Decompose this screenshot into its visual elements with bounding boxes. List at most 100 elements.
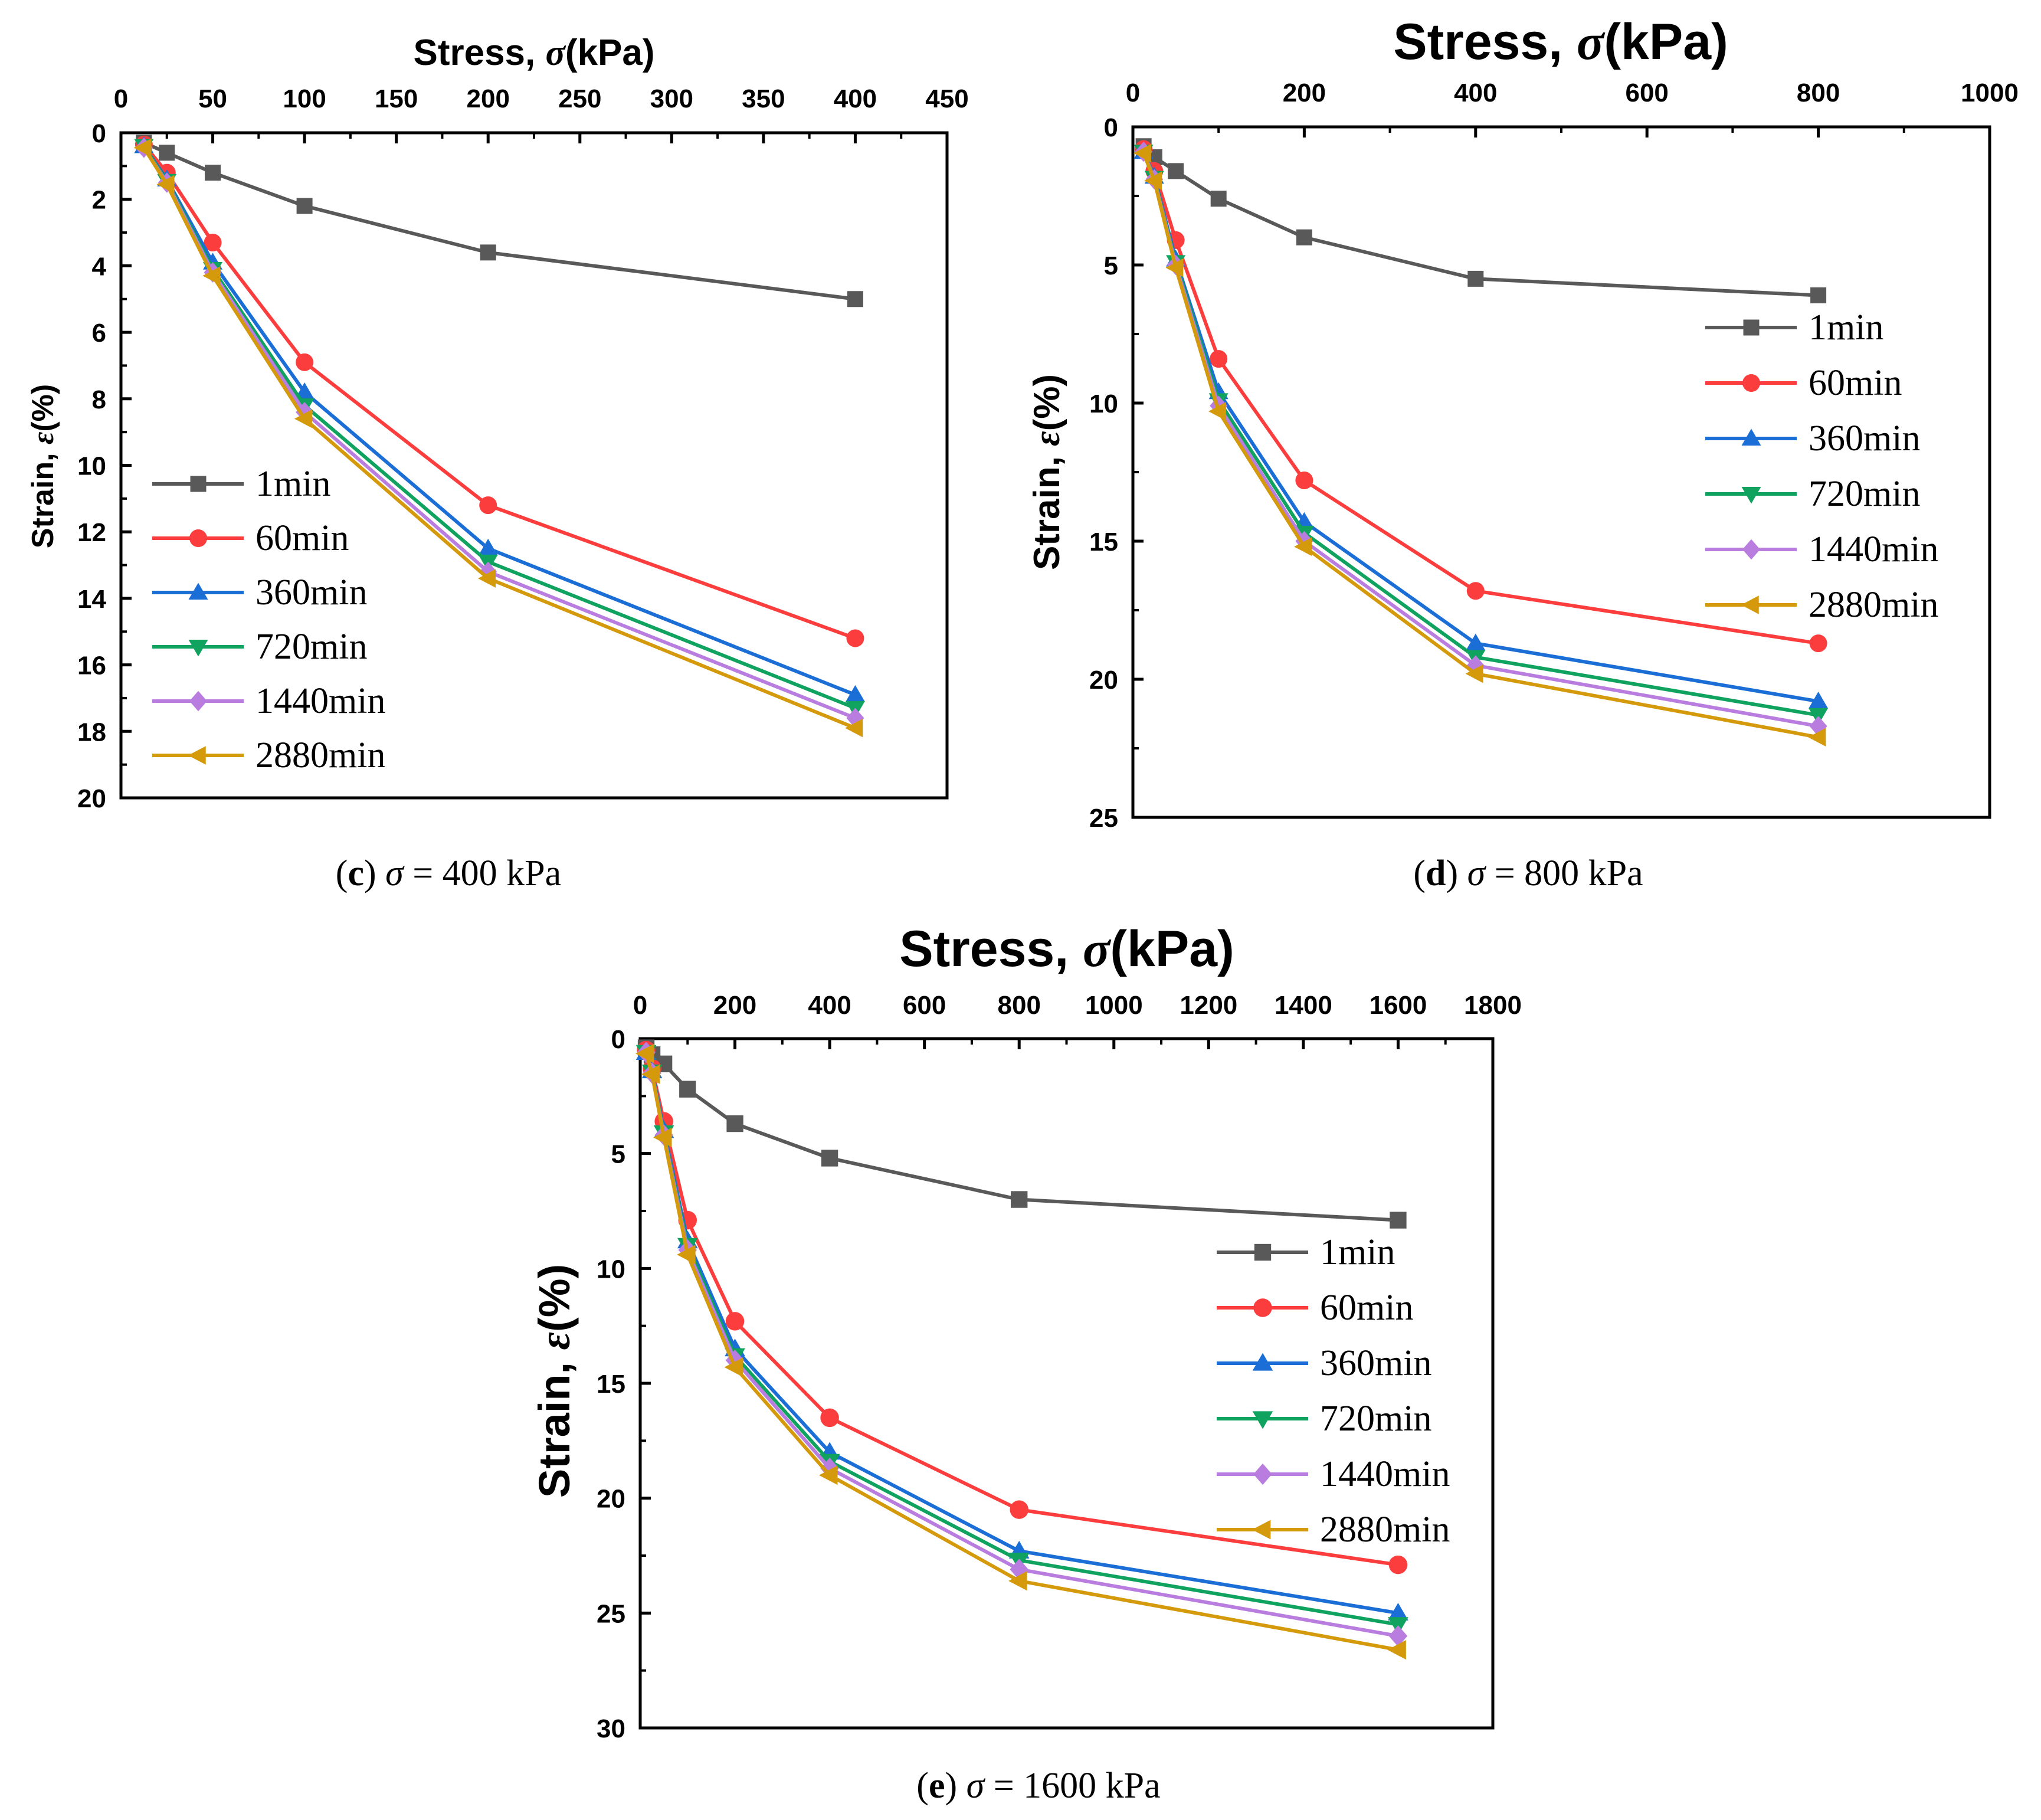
caption-letter: ) xyxy=(364,853,376,893)
chart-panel-3: 0 200 400 600 800 1000 1200 1400 1600 1800 0 5 10 15 2… xyxy=(530,921,1522,1806)
legend-item: 60min xyxy=(152,518,349,558)
legend-marker xyxy=(1742,374,1760,392)
data-point xyxy=(641,1064,660,1084)
data-point xyxy=(202,266,221,286)
data-point xyxy=(1388,1625,1408,1647)
data-point xyxy=(1466,633,1486,651)
data-point xyxy=(478,538,498,556)
x-tick-label: 200 xyxy=(713,991,756,1020)
label-text: Strain, xyxy=(26,444,60,548)
caption-letter: ( xyxy=(916,1766,929,1806)
data-point xyxy=(1808,728,1826,747)
legend-marker xyxy=(188,640,208,657)
legend-label: 1440min xyxy=(1809,529,1938,569)
data-point xyxy=(133,138,152,158)
data-point xyxy=(1295,472,1313,490)
data-point xyxy=(1467,270,1484,287)
series-360min xyxy=(134,136,865,702)
x-tick-label: 1000 xyxy=(1961,78,2019,107)
caption-letter: ) xyxy=(945,1766,957,1806)
data-point xyxy=(635,1043,654,1063)
greek-symbol: ε xyxy=(1027,431,1067,446)
legend-marker xyxy=(188,582,208,600)
data-point xyxy=(1387,1640,1406,1660)
legend-item: 2880min xyxy=(1217,1510,1450,1550)
data-point xyxy=(818,1465,838,1485)
data-point xyxy=(204,233,222,251)
x-tick-label: 0 xyxy=(114,84,128,113)
caption-letter: c xyxy=(348,853,364,893)
x-tick-label: 100 xyxy=(283,84,326,113)
series-1min xyxy=(136,135,863,307)
greek-symbol: ε xyxy=(531,1332,579,1350)
y-axis-label: Strain, ε(%) xyxy=(1027,374,1067,570)
legend-item: 2880min xyxy=(1705,585,1938,625)
legend-label: 360min xyxy=(1809,418,1920,459)
series-1440min xyxy=(135,138,864,729)
series-2880min xyxy=(1133,143,1826,747)
data-point xyxy=(1466,582,1485,600)
label-text: Strain, xyxy=(1027,446,1067,570)
legend-marker xyxy=(1741,595,1759,614)
data-point xyxy=(726,1115,743,1132)
data-point xyxy=(1008,1571,1027,1591)
label-text: (%) xyxy=(26,384,60,432)
legend-marker xyxy=(1254,1243,1272,1261)
data-point xyxy=(294,409,312,428)
x-tick-label: 200 xyxy=(1283,78,1326,107)
data-point xyxy=(845,685,865,702)
legend-marker xyxy=(190,476,207,492)
series-60min xyxy=(135,135,864,647)
data-point xyxy=(1165,258,1184,277)
legend-item: 1min xyxy=(152,464,330,504)
greek-symbol: ε xyxy=(27,432,60,444)
data-point xyxy=(205,165,221,181)
y-tick-label: 8 xyxy=(92,385,106,414)
x-tick-label: 400 xyxy=(808,991,851,1020)
data-point xyxy=(1465,664,1483,683)
data-point xyxy=(1388,1603,1408,1621)
label-text: Strain, xyxy=(530,1350,579,1498)
data-point xyxy=(846,629,864,647)
panel-caption: (d) σ = 800 kPa xyxy=(1413,853,1643,893)
label-text: (kPa) xyxy=(565,32,655,73)
data-point xyxy=(1296,229,1312,245)
y-axis-label: Strain, ε(%) xyxy=(530,1264,579,1498)
data-point xyxy=(1133,143,1151,163)
data-point xyxy=(1168,163,1184,179)
data-point xyxy=(1294,537,1312,557)
data-point xyxy=(1210,350,1228,368)
caption-letter: ) xyxy=(1446,853,1458,893)
legend-label: 2880min xyxy=(255,735,385,775)
caption-text xyxy=(957,1766,967,1806)
legend-label: 360min xyxy=(1320,1343,1431,1383)
legend-label: 1440min xyxy=(255,681,385,721)
series-1min xyxy=(1135,138,1827,303)
series-line xyxy=(142,146,856,730)
y-tick-label: 0 xyxy=(1104,113,1118,142)
x-tick-label: 250 xyxy=(558,84,601,113)
legend-item: 360min xyxy=(1217,1343,1431,1383)
y-tick-label: 25 xyxy=(1089,804,1118,833)
x-tick-label: 600 xyxy=(903,991,946,1020)
legend-marker xyxy=(1742,539,1760,560)
legend-label: 720min xyxy=(255,627,367,667)
legend-item: 1440min xyxy=(152,681,385,721)
data-point xyxy=(480,244,496,261)
greek-symbol: σ xyxy=(1577,14,1606,70)
y-tick-label: 2 xyxy=(92,186,106,215)
caption-text xyxy=(376,853,386,893)
y-tick-label: 30 xyxy=(597,1714,625,1743)
legend-marker xyxy=(189,529,207,547)
caption-letter: e xyxy=(929,1766,945,1806)
y-tick-label: 20 xyxy=(597,1485,625,1514)
data-point xyxy=(1809,691,1829,709)
series-line xyxy=(1142,148,1819,646)
data-point xyxy=(845,718,863,738)
legend-item: 360min xyxy=(1705,418,1920,459)
legend-label: 720min xyxy=(1320,1399,1431,1439)
caption-letter: ( xyxy=(1413,853,1426,893)
data-point xyxy=(725,1312,745,1331)
label-text: Stress, xyxy=(1393,14,1577,70)
